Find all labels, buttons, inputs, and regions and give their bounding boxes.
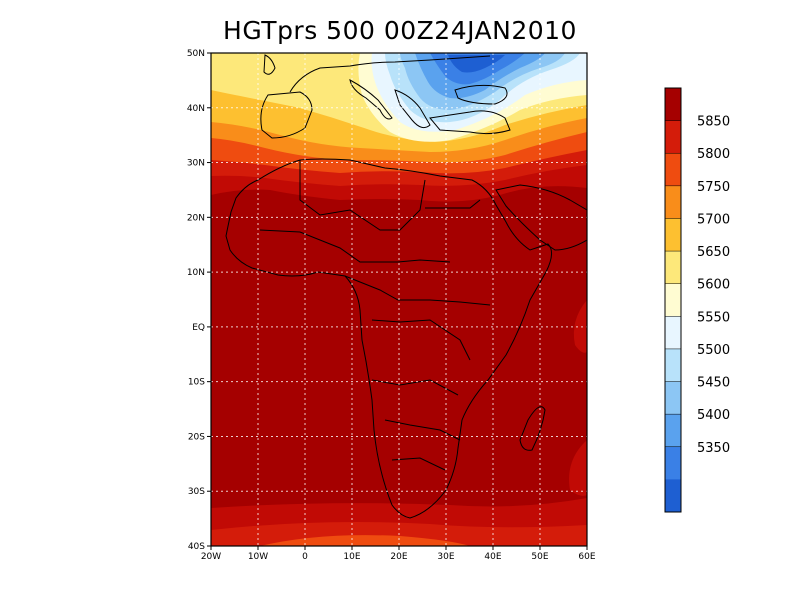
colorbar-label: 5550 bbox=[697, 310, 730, 325]
colorbar-swatch bbox=[665, 316, 681, 350]
colorbar-label: 5350 bbox=[697, 441, 730, 456]
lat-tick-label: 10N bbox=[187, 268, 205, 278]
colorbar-swatch bbox=[665, 120, 681, 154]
colorbar-swatch bbox=[665, 446, 681, 480]
lon-tick-label: 30E bbox=[437, 552, 454, 562]
lon-tick-label: 50E bbox=[531, 552, 548, 562]
lon-tick-label: 40E bbox=[484, 552, 501, 562]
lat-tick-label: EQ bbox=[192, 323, 205, 333]
colorbar: 5850 5800 5750 5700 5650 5600 5550 5500 5450 5400… bbox=[664, 87, 730, 513]
lon-tick-label: 10W bbox=[248, 552, 268, 562]
colorbar-swatch bbox=[665, 185, 681, 219]
lat-tick-label: 40S bbox=[188, 542, 205, 552]
latitude-axis: 50N 40N 30N 20N 10N EQ 10S 20S 30S 40S bbox=[187, 49, 211, 552]
colorbar-label: 5600 bbox=[697, 278, 730, 293]
lon-tick-label: 0 bbox=[302, 552, 308, 562]
colorbar-label: 5750 bbox=[697, 180, 730, 195]
colorbar-swatch bbox=[665, 218, 681, 252]
lon-tick-label: 60E bbox=[578, 552, 595, 562]
colorbar-swatch bbox=[665, 479, 681, 513]
lat-tick-label: 30S bbox=[188, 487, 205, 497]
lat-tick-label: 20S bbox=[188, 432, 205, 442]
lat-tick-label: 20N bbox=[187, 213, 205, 223]
lat-tick-label: 40N bbox=[187, 104, 205, 114]
colorbar-swatch bbox=[665, 283, 681, 317]
colorbar-swatch bbox=[665, 348, 681, 383]
lat-tick-label: 30N bbox=[187, 159, 205, 169]
graticule-grid bbox=[211, 53, 587, 546]
colorbar-label: 5400 bbox=[697, 408, 730, 423]
longitude-axis: 20W 10W 0 10E 20E 30E 40E 50E 60E bbox=[201, 546, 596, 562]
lon-tick-label: 10E bbox=[343, 552, 360, 562]
colorbar-swatch bbox=[665, 251, 681, 285]
lat-tick-label: 50N bbox=[187, 49, 205, 59]
lon-tick-label: 20E bbox=[390, 552, 407, 562]
map-title: HGTprs 500 00Z24JAN2010 bbox=[223, 16, 577, 45]
colorbar-label: 5650 bbox=[697, 245, 730, 260]
colorbar-swatch bbox=[665, 381, 681, 415]
colorbar-swatch bbox=[665, 414, 681, 448]
colorbar-label: 5450 bbox=[697, 376, 730, 391]
lat-tick-label: 10S bbox=[188, 378, 205, 388]
colorbar-swatch bbox=[665, 88, 681, 122]
colorbar-swatch bbox=[665, 153, 681, 187]
colorbar-frame bbox=[664, 87, 682, 513]
colorbar-label: 5700 bbox=[697, 212, 730, 227]
colorbar-label: 5800 bbox=[697, 147, 730, 162]
colorbar-label: 5850 bbox=[697, 115, 730, 130]
lon-tick-label: 20W bbox=[201, 552, 221, 562]
colorbar-label: 5500 bbox=[697, 343, 730, 358]
